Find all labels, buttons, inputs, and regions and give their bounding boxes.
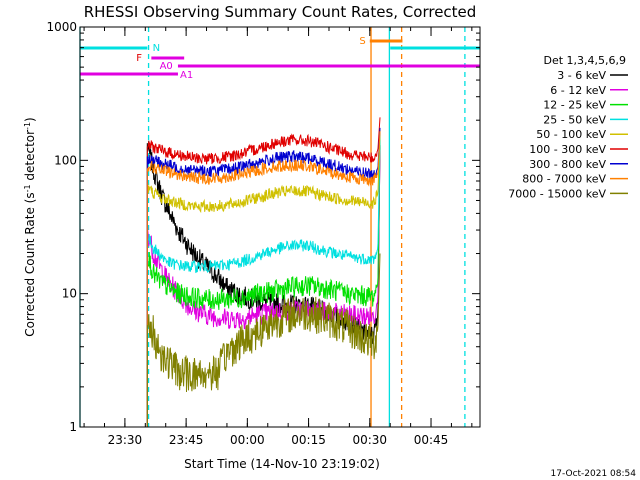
legend-entry-label: 800 - 7000 keV xyxy=(522,173,606,186)
x-tick-label: 23:45 xyxy=(169,433,204,447)
series-line xyxy=(146,127,381,427)
y-axis-label: Corrected Count Rate (s-1 detector-1) xyxy=(23,117,38,336)
state-bar-label: N xyxy=(153,43,160,54)
x-axis-ticks: 23:30 23:45 00:00 00:15 00:30 00:45 xyxy=(83,27,473,447)
y-axis-label-part-1: Corrected Count Rate (s xyxy=(23,192,37,336)
series-line xyxy=(146,140,381,427)
vertical-markers xyxy=(79,27,466,427)
state-bar-label: S xyxy=(359,36,365,47)
footer-timestamp: 17-Oct-2021 08:54 xyxy=(551,469,637,479)
legend-entry-label: 100 - 300 keV xyxy=(529,143,606,156)
series-line xyxy=(146,253,381,427)
state-bar-label: F xyxy=(136,53,142,64)
y-axis-label-part-3: ) xyxy=(23,117,37,122)
x-tick-label: 00:45 xyxy=(414,433,449,447)
legend-title: Det 1,3,4,5,6,9 xyxy=(543,54,626,67)
plot-frame xyxy=(79,26,481,428)
legend-entry-label: 25 - 50 keV xyxy=(543,113,606,126)
chart-title: RHESSI Observing Summary Count Rates, Co… xyxy=(84,3,477,21)
legend-entry-label: 12 - 25 keV xyxy=(543,99,606,112)
attenuator-state-bars: NF A0 A1 S xyxy=(80,36,480,81)
legend-entry-label: 300 - 800 keV xyxy=(529,158,606,171)
y-tick-label: 1 xyxy=(69,420,77,434)
y-axis-label-sup-1: -1 xyxy=(23,184,32,192)
series-line xyxy=(146,136,381,427)
y-tick-label: 1000 xyxy=(46,20,77,34)
x-tick-label: 00:00 xyxy=(230,433,265,447)
y-axis-ticks: 1 10 100 1000 xyxy=(46,20,480,434)
series-line xyxy=(146,133,381,427)
y-axis-label-sup-2: -1 xyxy=(23,122,32,130)
x-tick-label: 00:30 xyxy=(352,433,387,447)
series-line xyxy=(146,129,381,427)
series-line xyxy=(146,131,381,427)
legend-entry-label: 7000 - 15000 keV xyxy=(508,187,606,200)
state-bar-label: A0 xyxy=(160,61,173,72)
series-lines xyxy=(146,117,381,427)
state-bar-label: A1 xyxy=(180,70,193,81)
x-tick-label: 23:30 xyxy=(108,433,143,447)
x-axis-label: Start Time (14-Nov-10 23:19:02) xyxy=(184,457,380,471)
series-line xyxy=(146,117,381,427)
legend-entry-label: 3 - 6 keV xyxy=(557,69,606,82)
legend-entry-label: 50 - 100 keV xyxy=(536,128,606,141)
y-tick-label: 100 xyxy=(54,153,77,167)
legend-entry-label: 6 - 12 keV xyxy=(550,84,606,97)
y-tick-label: 10 xyxy=(62,287,77,301)
legend: Det 1,3,4,5,6,9 3 - 6 keV 6 - 12 keV 12 - … xyxy=(508,54,628,200)
y-axis-label-part-2: detector xyxy=(23,130,37,185)
x-tick-label: 00:15 xyxy=(291,433,326,447)
